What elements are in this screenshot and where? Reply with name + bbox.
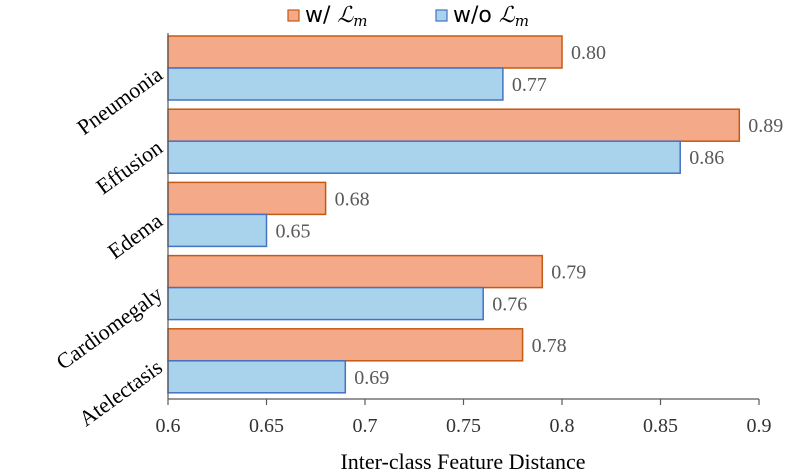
x-tick-label: 0.9 [747, 415, 772, 437]
legend-label-without-lm: w/o ℒm [453, 3, 529, 30]
bar-pneumonia-with-lm [167, 35, 563, 69]
legend-swatch-with-lm [287, 9, 300, 22]
data-label-cardiomegaly-with-lm: 0.79 [551, 262, 586, 284]
data-label-atelectasis-with-lm: 0.78 [532, 335, 567, 357]
category-label-pneumonia: Pneumonia [72, 61, 167, 140]
bar-atelectasis-with-lm [167, 328, 524, 362]
x-tick-label: 0.85 [643, 415, 678, 437]
legend: w/ ℒm w/o ℒm [287, 3, 529, 30]
bar-cardiomegaly-without-lm [167, 286, 484, 321]
x-tick-label: 0.8 [550, 415, 575, 437]
bar-edema-with-lm [167, 181, 327, 216]
category-label-atelectasis: Atelectasis [74, 354, 167, 431]
bar-effusion-with-lm [167, 108, 741, 142]
x-tick-label: 0.6 [156, 415, 181, 437]
data-label-cardiomegaly-without-lm: 0.76 [492, 294, 527, 316]
data-label-effusion-without-lm: 0.86 [689, 147, 724, 169]
data-label-pneumonia-with-lm: 0.80 [571, 42, 606, 64]
bar-atelectasis-without-lm [167, 360, 347, 394]
x-tick-label: 0.65 [249, 415, 284, 437]
data-label-atelectasis-without-lm: 0.69 [354, 367, 389, 389]
bar-effusion-without-lm [167, 140, 681, 174]
x-axis-label: Inter-class Feature Distance [340, 449, 585, 473]
data-label-edema-without-lm: 0.65 [276, 220, 311, 242]
bar-edema-without-lm [167, 213, 268, 248]
bar-pneumonia-without-lm [167, 67, 504, 101]
category-label-effusion: Effusion [91, 135, 167, 200]
data-label-edema-with-lm: 0.68 [335, 188, 370, 210]
data-label-effusion-with-lm: 0.89 [748, 115, 783, 137]
x-tick-label: 0.75 [446, 415, 481, 437]
category-label-edema: Edema [103, 208, 167, 264]
data-label-pneumonia-without-lm: 0.77 [512, 74, 547, 96]
x-tick-label: 0.7 [353, 415, 378, 437]
legend-swatch-without-lm [435, 9, 448, 22]
bar-cardiomegaly-with-lm [167, 254, 544, 289]
legend-label-with-lm: w/ ℒm [305, 3, 368, 30]
